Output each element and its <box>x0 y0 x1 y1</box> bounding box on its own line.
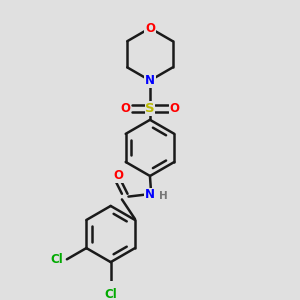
Text: O: O <box>145 22 155 34</box>
Text: S: S <box>145 102 155 115</box>
Text: N: N <box>145 74 155 87</box>
Text: H: H <box>159 191 168 201</box>
Text: N: N <box>145 188 155 201</box>
Text: Cl: Cl <box>50 253 63 266</box>
Text: Cl: Cl <box>104 288 117 300</box>
Text: O: O <box>113 169 123 182</box>
Text: O: O <box>169 102 179 115</box>
Text: O: O <box>121 102 131 115</box>
